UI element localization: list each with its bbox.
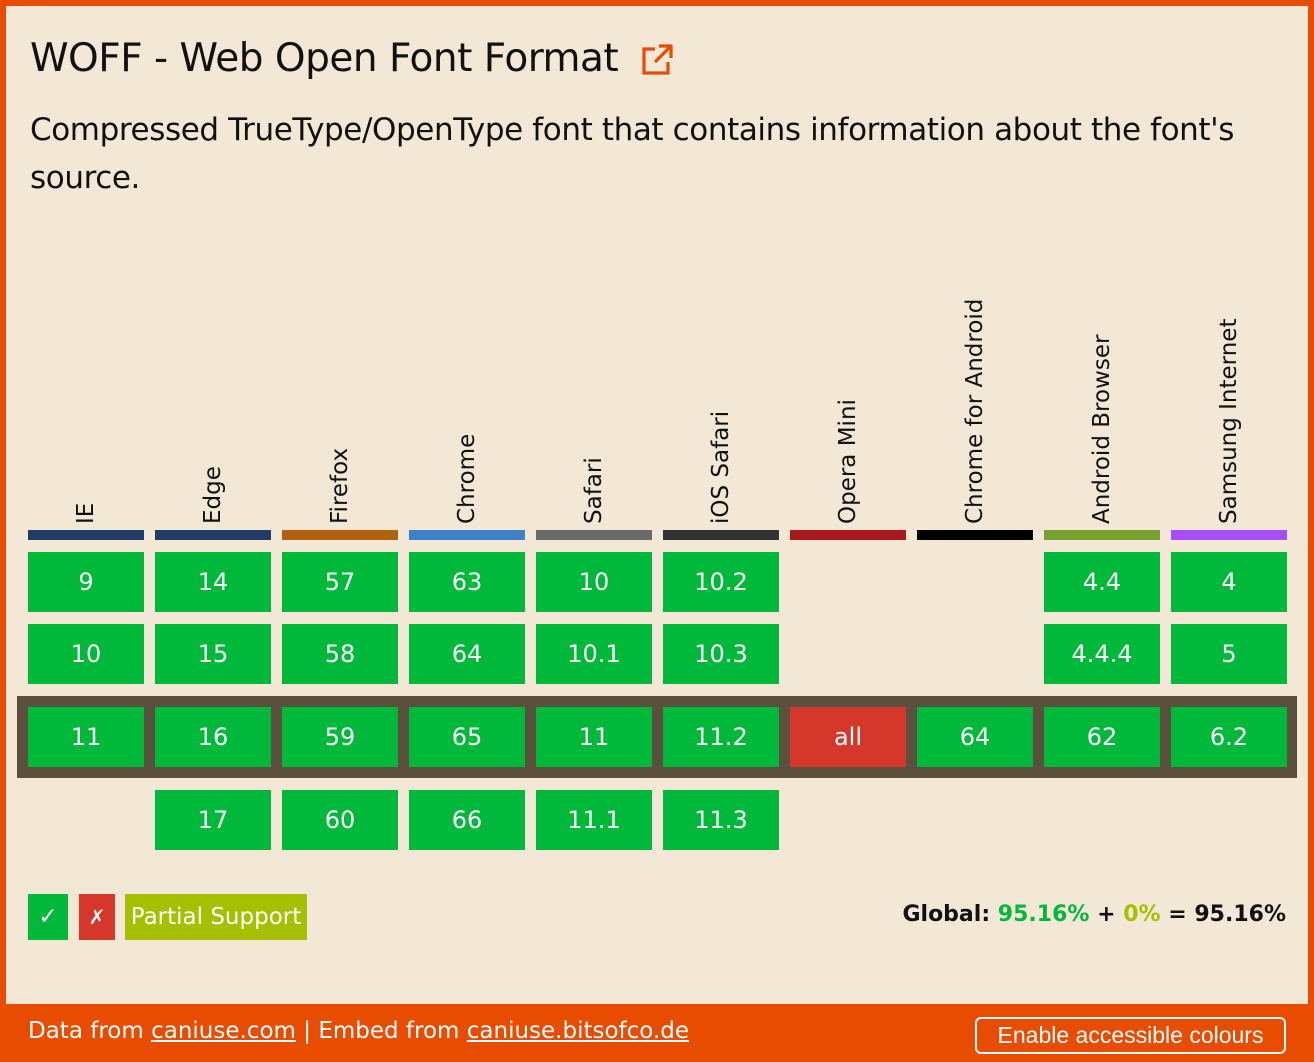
- global-usage: Global: 95.16% + 0% = 95.16%: [902, 902, 1286, 927]
- current-version-cell[interactable]: 16: [155, 707, 271, 767]
- browser-color-bar: [155, 530, 271, 540]
- version-cell[interactable]: 10.3: [663, 624, 779, 684]
- version-cell[interactable]: 11.1: [536, 790, 652, 850]
- current-version-cell[interactable]: 62: [1044, 707, 1160, 767]
- feature-title: WOFF - Web Open Font Format: [30, 36, 674, 81]
- current-version-cell[interactable]: 11.2: [663, 707, 779, 767]
- browser-name: Edge: [155, 6, 271, 524]
- external-link-icon[interactable]: [640, 42, 674, 76]
- version-cell[interactable]: 14: [155, 552, 271, 612]
- version-cell[interactable]: 9: [28, 552, 144, 612]
- browser-name-text: IE: [73, 502, 99, 524]
- browser-name-text: Safari: [581, 457, 607, 524]
- caniuse-link[interactable]: caniuse.com: [151, 1018, 296, 1044]
- global-partial: 0%: [1123, 902, 1161, 927]
- version-cell[interactable]: 4.4.4: [1044, 624, 1160, 684]
- browser-name: Android Browser: [1044, 6, 1160, 524]
- browser-name: Firefox: [282, 6, 398, 524]
- global-label: Global:: [902, 902, 991, 927]
- version-cell[interactable]: 64: [409, 624, 525, 684]
- global-total: 95.16%: [1194, 902, 1286, 927]
- footer-separator: |: [303, 1018, 311, 1044]
- browser-color-bar: [28, 530, 144, 540]
- browser-name: IE: [28, 6, 144, 524]
- browser-color-bar: [1044, 530, 1160, 540]
- current-version-cell[interactable]: 6.2: [1171, 707, 1287, 767]
- browser-color-bar: [282, 530, 398, 540]
- global-supported: 95.16%: [997, 902, 1090, 927]
- global-plus: +: [1097, 902, 1116, 927]
- global-equals: =: [1168, 902, 1187, 927]
- version-cell[interactable]: 63: [409, 552, 525, 612]
- current-version-cell[interactable]: all: [790, 707, 906, 767]
- data-from-label: Data from: [28, 1018, 144, 1044]
- version-cell[interactable]: 10.2: [663, 552, 779, 612]
- footer: Data from caniuse.com | Embed from caniu…: [28, 1018, 689, 1044]
- browser-name-text: Chrome for Android: [962, 298, 988, 524]
- version-cell[interactable]: 11.3: [663, 790, 779, 850]
- legend-unsupported: ✗: [79, 894, 115, 940]
- legend-supported: ✓: [28, 894, 68, 940]
- browser-color-bar: [536, 530, 652, 540]
- current-version-cell[interactable]: 64: [917, 707, 1033, 767]
- version-cell[interactable]: 10: [28, 624, 144, 684]
- version-cell[interactable]: 4.4: [1044, 552, 1160, 612]
- browser-name-text: Chrome: [454, 433, 480, 524]
- browser-name: iOS Safari: [663, 6, 779, 524]
- browser-name: Chrome for Android: [917, 6, 1033, 524]
- browser-name-text: iOS Safari: [708, 410, 734, 524]
- browser-name: Opera Mini: [790, 6, 906, 524]
- enable-accessible-colours-button[interactable]: Enable accessible colours: [975, 1017, 1286, 1054]
- browser-color-bar: [1171, 530, 1287, 540]
- version-cell[interactable]: 10: [536, 552, 652, 612]
- version-cell[interactable]: 58: [282, 624, 398, 684]
- caniuse-embed: WOFF - Web Open Font Format Compressed T…: [6, 6, 1308, 1004]
- browser-color-bar: [917, 530, 1033, 540]
- feature-description: Compressed TrueType/OpenType font that c…: [30, 112, 1235, 196]
- current-version-cell[interactable]: 11: [536, 707, 652, 767]
- embed-from-label: Embed from: [318, 1018, 460, 1044]
- version-cell[interactable]: 5: [1171, 624, 1287, 684]
- version-cell[interactable]: 10.1: [536, 624, 652, 684]
- feature-title-text: WOFF - Web Open Font Format: [30, 36, 619, 81]
- browser-color-bar: [663, 530, 779, 540]
- current-version-cell[interactable]: 59: [282, 707, 398, 767]
- browser-color-bar: [790, 530, 906, 540]
- version-cell[interactable]: 15: [155, 624, 271, 684]
- browser-name: Samsung Internet: [1171, 6, 1287, 524]
- browser-name-text: Opera Mini: [835, 399, 861, 524]
- browser-name-text: Android Browser: [1089, 334, 1115, 524]
- version-cell[interactable]: 66: [409, 790, 525, 850]
- browser-name-text: Firefox: [327, 447, 353, 524]
- version-cell[interactable]: 4: [1171, 552, 1287, 612]
- current-version-cell[interactable]: 65: [409, 707, 525, 767]
- version-cell[interactable]: 17: [155, 790, 271, 850]
- browser-name: Safari: [536, 6, 652, 524]
- browser-name-text: Edge: [200, 466, 226, 524]
- browser-color-bar: [409, 530, 525, 540]
- current-version-cell[interactable]: 11: [28, 707, 144, 767]
- bitsofco-link[interactable]: caniuse.bitsofco.de: [466, 1018, 690, 1044]
- version-cell[interactable]: 57: [282, 552, 398, 612]
- legend-partial: Partial Support: [125, 894, 307, 940]
- browser-name: Chrome: [409, 6, 525, 524]
- browser-name-text: Samsung Internet: [1216, 318, 1242, 524]
- version-cell[interactable]: 60: [282, 790, 398, 850]
